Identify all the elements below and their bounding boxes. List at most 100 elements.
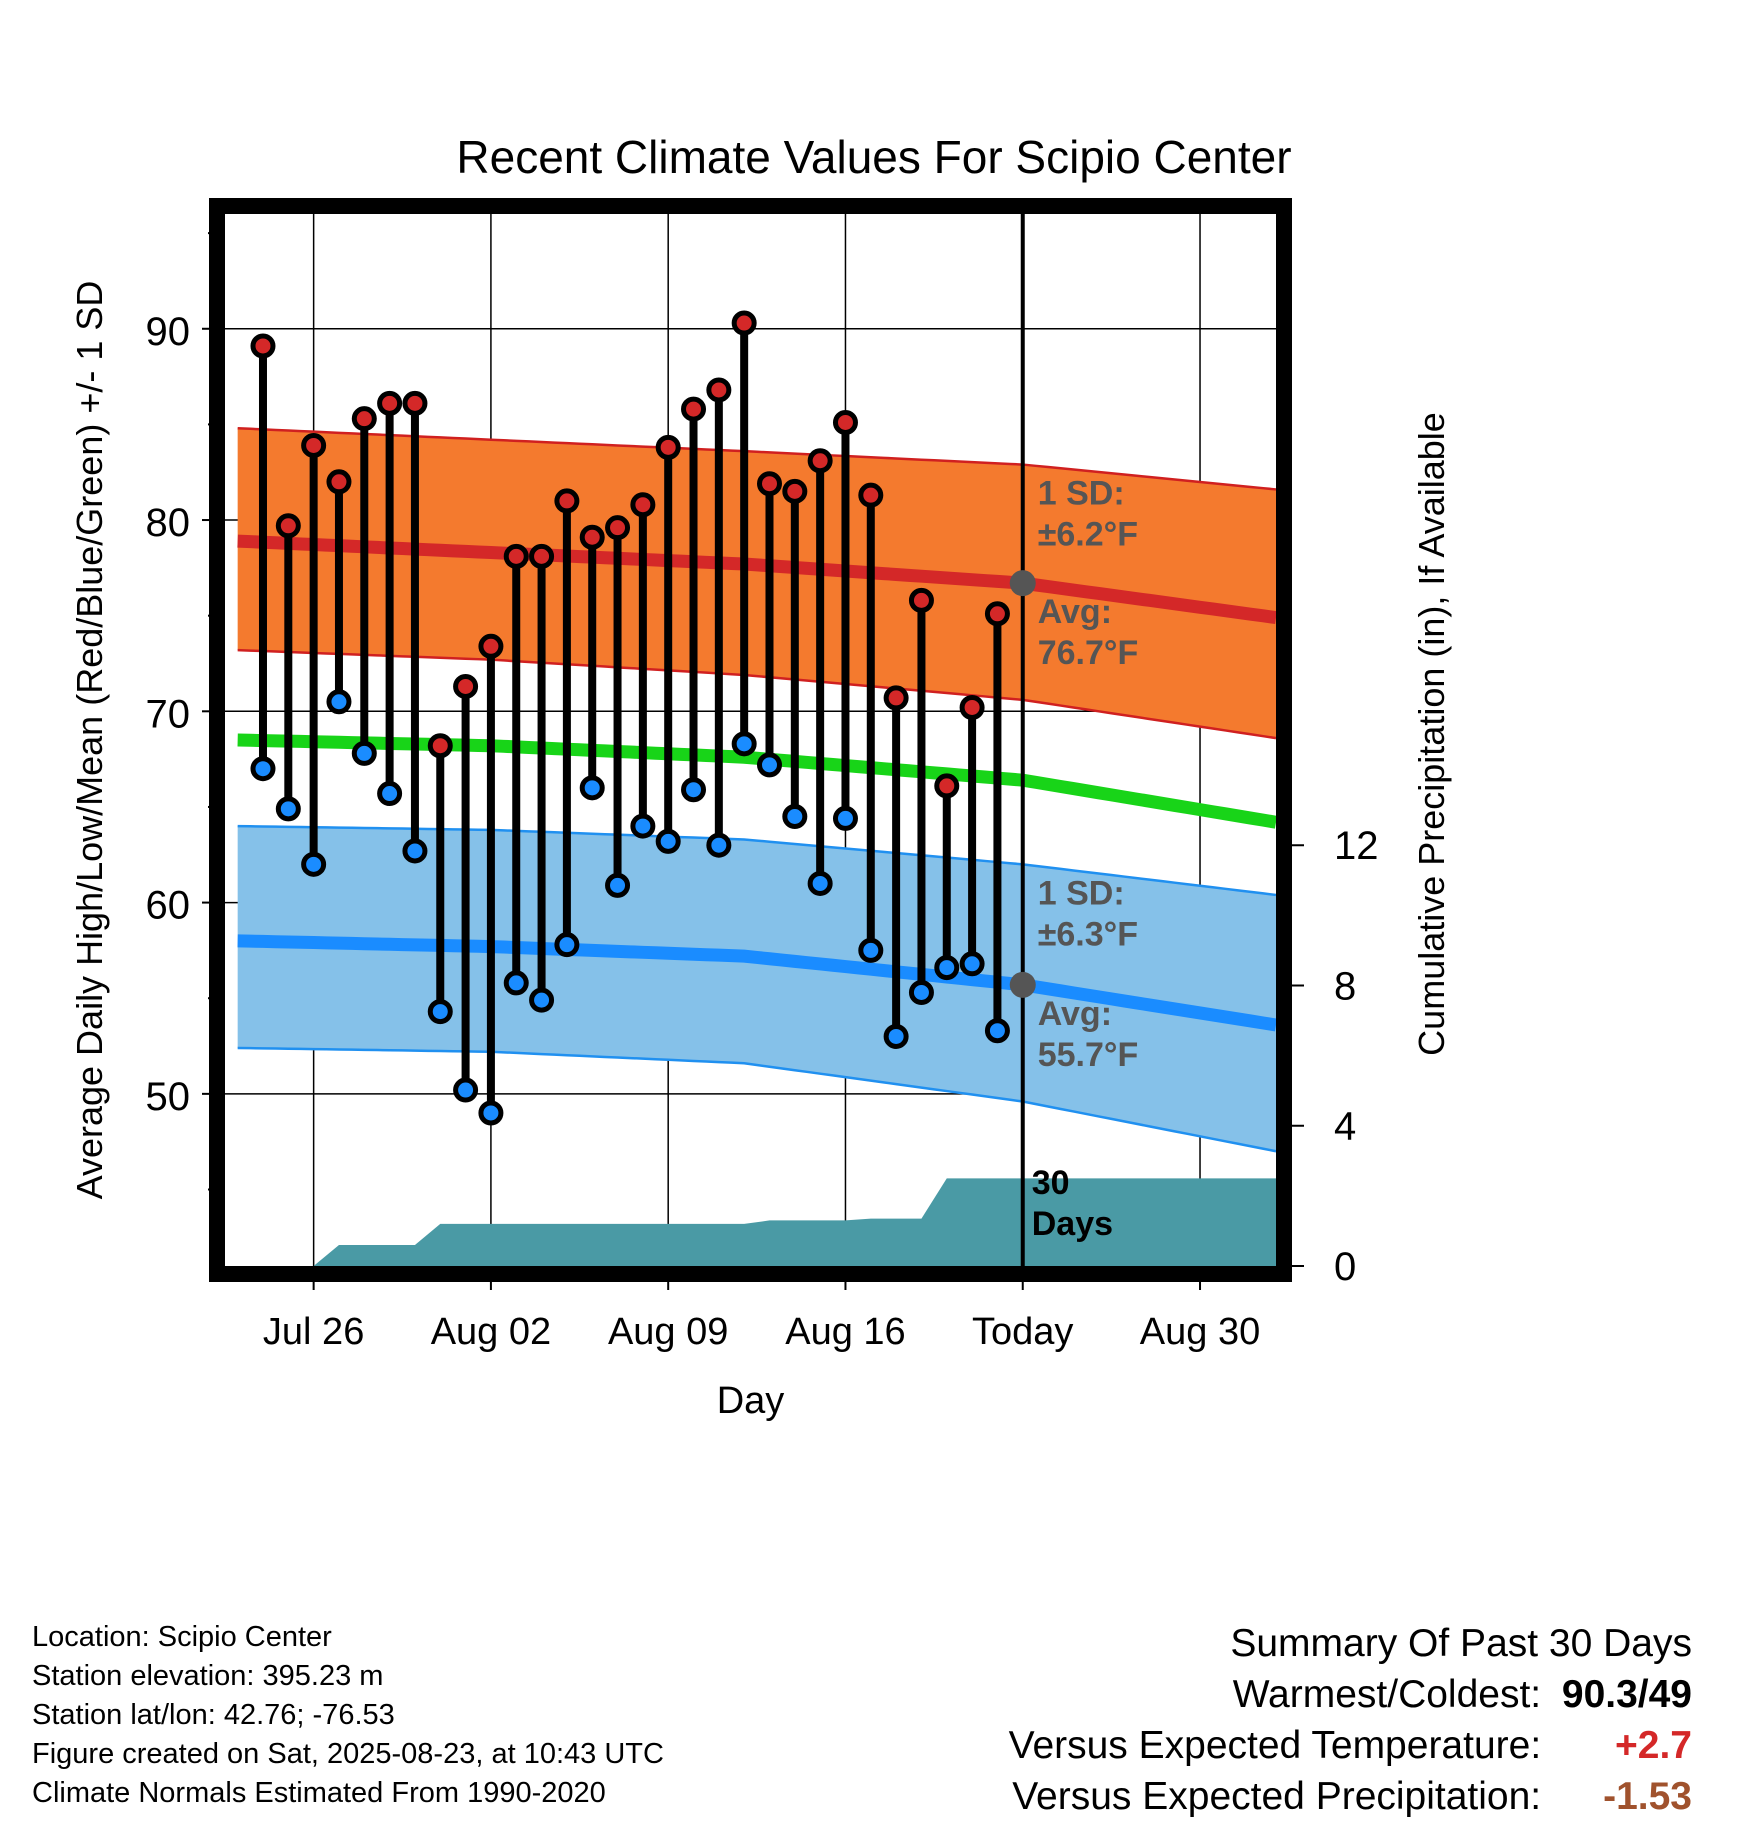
ytick-label-70: 70 [146,692,191,736]
low-dot-day-25 [858,937,884,963]
summary-heading: Summary Of Past 30 Days [1230,1622,1692,1665]
low-sd-lower-edge [237,1046,1277,1153]
low-dot-day-15 [605,872,631,898]
y-axis-title: Average Daily High/Low/Mean (Red/Blue/Gr… [69,281,110,1200]
high-dot-day-20 [731,310,757,336]
warm-cold-value: 90.3/49 [1561,1673,1692,1716]
axes: 50 60 70 80 90 0 4 8 12 Jul 26 Aug 02 Aug 09 Aug 16 T… [69,232,1452,1422]
high-sd-value: ±6.2°F [1038,516,1138,554]
created-text: Figure created on Sat, 2025-08-23, at 10… [32,1738,664,1770]
today-high-normal-dot [1009,570,1036,597]
high-dot-day-3 [301,432,327,458]
high-dot-day-15 [605,515,631,541]
low-dot-day-4 [326,689,352,715]
low-sd-upper-edge [237,824,1277,897]
high-avg-label: Avg: [1038,593,1112,631]
high-dot-day-12 [529,543,555,569]
elevation-text: Station elevation: 395.23 m [32,1660,384,1692]
temp-label: Versus Expected Temperature: [1008,1724,1542,1767]
low-dot-day-16 [630,813,656,839]
location-text: Location: Scipio Center [32,1621,332,1653]
window-unit: Days [1032,1205,1113,1243]
window-number: 30 [1032,1164,1070,1202]
summary-panel: Summary Of Past 30 Days Warmest/Coldest:… [1009,1618,1692,1822]
high-dot-day-22 [782,478,808,504]
low-dot-day-27 [908,979,934,1005]
today-low-normal-dot [1009,971,1036,998]
low-sd-band [237,826,1277,1152]
high-dot-day-18 [681,396,707,422]
high-dot-day-27 [908,587,934,613]
low-dot-day-28 [934,955,960,981]
high-sd-label: 1 SD: [1038,475,1125,513]
low-avg-value: 55.7°F [1038,1036,1139,1074]
low-dot-day-2 [275,796,301,822]
y2tick-label-0: 0 [1334,1245,1356,1289]
high-dot-day-19 [706,377,732,403]
ytick-label-90: 90 [146,310,191,354]
normal-bands [237,426,1278,1153]
low-avg-label: Avg: [1038,995,1112,1033]
high-sd-lower-edge [237,648,1277,740]
warm-cold-label: Warmest/Coldest: [1232,1673,1542,1716]
low-dot-day-17 [655,828,681,854]
high-dot-day-30 [984,601,1010,627]
low-normal-line [237,934,1278,1032]
daily-range-stems [258,323,1002,1113]
ytick-label-50: 50 [146,1075,191,1119]
mean-normal-line [237,733,1278,829]
high-dot-day-4 [326,469,352,495]
high-dot-day-16 [630,492,656,518]
precip-label: Versus Expected Precipitation: [1012,1775,1542,1818]
precip-area [313,1178,1276,1266]
high-dot-day-24 [832,409,858,435]
high-dot-day-8 [427,733,453,759]
y2tick-label-8: 8 [1334,964,1356,1008]
low-sd-label: 1 SD: [1038,874,1125,912]
low-dot-day-3 [301,851,327,877]
xtick-label-3: Jul 26 [263,1311,364,1353]
high-dot-day-10 [478,633,504,659]
high-dot-day-14 [579,524,605,550]
low-dot-day-10 [478,1100,504,1126]
summary-temp: Versus Expected Temperature: +2.7 [1009,1720,1692,1771]
high-dot-day-29 [959,694,985,720]
low-dot-day-6 [377,781,403,807]
high-avg-value: 76.7°F [1038,634,1139,672]
low-dot-day-11 [503,970,529,996]
high-normal-line [237,534,1277,625]
high-dot-day-7 [402,390,428,416]
low-dot-day-14 [579,775,605,801]
low-dot-day-26 [883,1023,909,1049]
low-dot-day-12 [529,987,555,1013]
normals-text: Climate Normals Estimated From 1990-2020 [32,1777,606,1809]
low-dot-day-24 [832,805,858,831]
low-dot-day-21 [756,752,782,778]
high-dot-day-28 [934,773,960,799]
ytick-label-60: 60 [146,884,191,928]
high-dot-day-5 [351,406,377,432]
high-dot-day-26 [883,685,909,711]
low-sd-value: ±6.3°F [1038,915,1138,953]
x-axis-title: Day [717,1380,785,1422]
y2-axis-title: Cumulative Precipitation (in), If Availa… [1411,412,1452,1056]
low-dot-day-5 [351,740,377,766]
high-dot-day-25 [858,482,884,508]
summary-precip: Versus Expected Precipitation: -1.53 [1009,1771,1692,1822]
high-sd-band [237,428,1277,739]
chart-title: Recent Climate Values For Scipio Center [456,131,1291,183]
low-dot-day-18 [681,777,707,803]
low-dot-day-30 [984,1018,1010,1044]
low-dot-day-9 [453,1077,479,1103]
low-dot-day-8 [427,999,453,1025]
xtick-label-31: Today [972,1311,1073,1353]
high-sd-upper-edge [237,426,1277,491]
high-dot-day-21 [756,471,782,497]
low-dot-day-1 [250,756,276,782]
low-dot-day-23 [807,870,833,896]
high-dot-day-1 [250,333,276,359]
low-dot-day-29 [959,951,985,977]
high-dot-day-23 [807,448,833,474]
